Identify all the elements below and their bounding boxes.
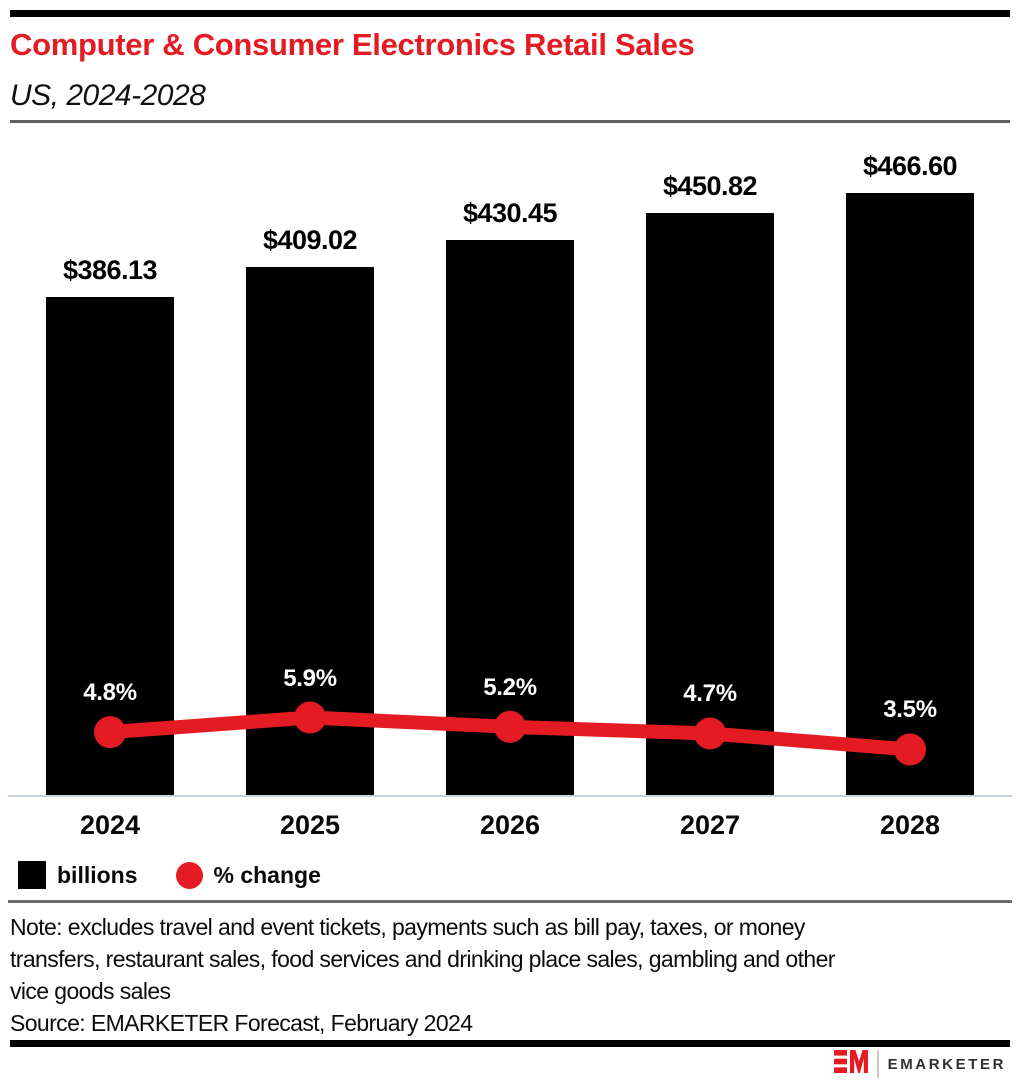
bar-2025 bbox=[246, 267, 374, 796]
bar-2024 bbox=[46, 297, 174, 796]
note-divider bbox=[8, 900, 1012, 903]
x-axis-label-2024: 2024 bbox=[79, 810, 141, 840]
bottom-rule bbox=[10, 1040, 1010, 1047]
legend-label: billions bbox=[57, 861, 138, 888]
bar-value-label-2025: $409.02 bbox=[262, 225, 358, 255]
legend-swatch-square-icon bbox=[18, 861, 46, 889]
header-rule bbox=[10, 120, 1010, 123]
x-axis-label-2025: 2025 bbox=[279, 810, 341, 840]
x-axis-label-2028: 2028 bbox=[879, 810, 941, 840]
x-axis-label-2026: 2026 bbox=[479, 810, 541, 840]
top-rule bbox=[10, 10, 1010, 17]
bar-value-label-2027: $450.82 bbox=[662, 171, 758, 201]
pct-label-2024: 4.8% bbox=[83, 679, 137, 707]
line-point-2027 bbox=[694, 717, 726, 750]
legend-item-billions: billions bbox=[18, 861, 138, 889]
bar-2028 bbox=[846, 193, 974, 796]
bar-value-label-2028: $466.60 bbox=[862, 151, 958, 181]
pct-label-2025: 5.9% bbox=[283, 664, 337, 692]
bar-2026 bbox=[446, 240, 574, 796]
legend-swatch-circle-icon bbox=[175, 861, 203, 889]
brand-row: EMARKETER bbox=[833, 1050, 1006, 1078]
pct-label-2027: 4.7% bbox=[683, 680, 737, 708]
chart-legend: billions % change bbox=[18, 860, 359, 890]
line-point-2025 bbox=[294, 701, 326, 734]
line-point-2024 bbox=[94, 716, 126, 749]
brand-separator bbox=[876, 1050, 879, 1078]
legend-label: % change bbox=[213, 861, 321, 888]
pct-label-2028: 3.5% bbox=[883, 696, 937, 724]
line-point-2026 bbox=[494, 710, 526, 743]
x-axis-line bbox=[8, 795, 1012, 797]
chart-subtitle: US, 2024-2028 bbox=[10, 79, 206, 112]
line-point-2028 bbox=[894, 733, 926, 766]
source-text: Source: EMARKETER Forecast, February 202… bbox=[10, 1010, 473, 1036]
emarketer-em-logo-icon bbox=[833, 1050, 868, 1078]
chart-title: Computer & Consumer Electronics Retail S… bbox=[10, 27, 695, 62]
legend-item---change: % change bbox=[175, 861, 321, 889]
bar-value-label-2026: $430.45 bbox=[462, 198, 558, 228]
bar-2027 bbox=[646, 213, 774, 796]
brand-wordmark: EMARKETER bbox=[887, 1056, 1006, 1073]
pct-label-2026: 5.2% bbox=[483, 673, 537, 701]
x-axis-label-2027: 2027 bbox=[679, 810, 741, 840]
note-text: Note: excludes travel and event tickets,… bbox=[10, 914, 835, 1004]
bar-value-label-2024: $386.13 bbox=[62, 255, 158, 285]
